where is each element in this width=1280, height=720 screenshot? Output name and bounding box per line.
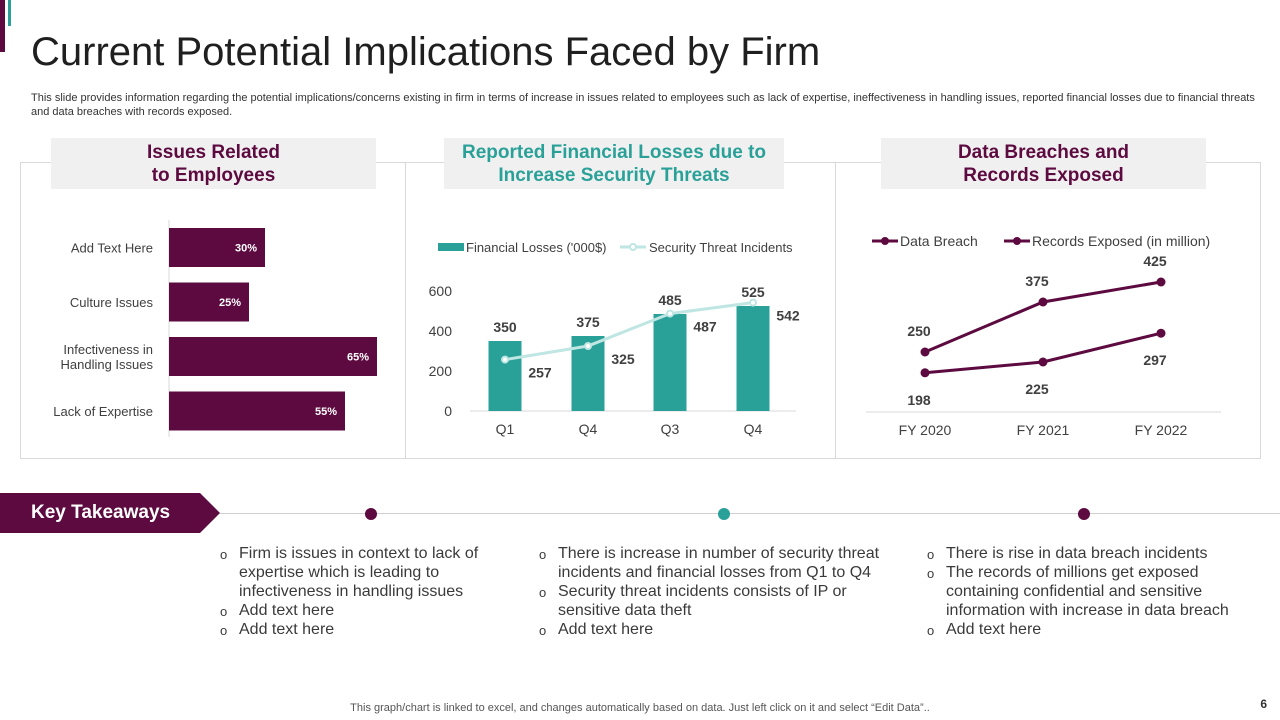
page-title: Current Potential Implications Faced by … xyxy=(31,30,821,74)
bar-value-label: 25% xyxy=(219,297,241,309)
y-tick-label: 0 xyxy=(444,403,452,419)
bar-value-label: 30% xyxy=(235,243,257,255)
takeaway-item: The records of millions get exposed cont… xyxy=(927,563,1247,620)
series-line-security-threats xyxy=(504,301,754,362)
timeline-dot-1 xyxy=(365,508,377,520)
line-value-label: 542 xyxy=(776,308,800,324)
takeaway-item: Add text here xyxy=(220,620,505,640)
bar-value-label: 350 xyxy=(493,319,517,335)
legend-label: Records Exposed (in million) xyxy=(1032,233,1210,249)
takeaway-item: Add text here xyxy=(539,620,894,640)
line-value-label: 325 xyxy=(611,351,635,367)
legend-marker xyxy=(1013,237,1021,245)
takeaway-item: Security threat incidents consists of IP… xyxy=(539,582,894,620)
bar-value-label: 55% xyxy=(315,406,337,418)
timeline-dot-2 xyxy=(718,508,730,520)
bar xyxy=(169,337,377,376)
line-point xyxy=(1038,297,1048,307)
legend-label-security-threats: Security Threat Incidents xyxy=(649,240,793,255)
takeaway-column-2: There is increase in number of security … xyxy=(539,544,894,640)
bar xyxy=(488,341,522,411)
accent-bar-secondary xyxy=(8,0,11,26)
line-value-label: 257 xyxy=(528,365,552,381)
accent-bar xyxy=(0,0,5,52)
category-label: Culture Issues xyxy=(70,295,154,310)
category-label: Handling Issues xyxy=(61,357,154,372)
bar-value-label: 375 xyxy=(576,314,600,330)
losses-panel-title: Reported Financial Losses due to Increas… xyxy=(444,138,784,189)
breaches-panel-title: Data Breaches and Records Exposed xyxy=(881,138,1206,189)
x-tick-label: FY 2020 xyxy=(899,422,952,438)
line-point xyxy=(749,298,757,307)
bar-value-label: 485 xyxy=(658,292,682,308)
takeaway-item: Add text here xyxy=(220,601,505,621)
page-subtitle: This slide provides information regardin… xyxy=(31,92,1255,118)
line-point xyxy=(666,309,674,318)
series-line xyxy=(924,331,1162,375)
category-label: Add Text Here xyxy=(71,241,153,256)
bar xyxy=(169,282,249,322)
line-point xyxy=(501,355,509,364)
employees-bar-chart: 30% Add Text Here 25% Culture Issues 65% Infe… xyxy=(53,220,377,437)
line-point xyxy=(1156,328,1166,338)
bar xyxy=(736,306,770,411)
category-label: Lack of Expertise xyxy=(53,404,153,419)
line-point xyxy=(920,368,930,378)
legend-label-financial-losses: Financial Losses ('000$) xyxy=(466,240,607,255)
takeaway-item: There is increase in number of security … xyxy=(539,544,894,582)
line-value-label: 198 xyxy=(907,392,931,408)
takeaway-column-1: Firm is issues in context to lack of exp… xyxy=(220,544,505,640)
key-takeaways-label: Key Takeaways xyxy=(31,502,171,523)
losses-combo-chart: Financial Losses ('000$) Security Threat … xyxy=(429,240,800,437)
legend-label: Data Breach xyxy=(900,233,978,249)
x-tick-label: FY 2022 xyxy=(1135,422,1188,438)
line-point xyxy=(1038,357,1048,367)
takeaway-item: Add text here xyxy=(927,620,1247,640)
line-value-label: 297 xyxy=(1143,352,1167,368)
category-label: Infectiveness in xyxy=(63,342,153,357)
takeaway-item: There is rise in data breach incidents xyxy=(927,544,1247,564)
line-value-label: 225 xyxy=(1025,381,1049,397)
x-tick-label: FY 2021 xyxy=(1017,422,1070,438)
y-tick-label: 600 xyxy=(429,283,453,299)
key-takeaways-banner xyxy=(0,493,220,533)
line-value-label: 250 xyxy=(907,323,931,339)
y-tick-label: 400 xyxy=(429,323,453,339)
x-tick-label: Q4 xyxy=(744,421,763,437)
page-number: 6 xyxy=(1260,697,1267,711)
line-point xyxy=(920,347,930,357)
bar-value-label: 525 xyxy=(741,284,765,300)
line-value-label: 425 xyxy=(1143,253,1167,269)
footer-note: This graph/chart is linked to excel, and… xyxy=(350,702,930,714)
legend-swatch-financial-losses xyxy=(438,243,464,251)
breaches-line-chart: Data Breach Records Exposed (in million) F… xyxy=(866,233,1221,438)
timeline-dot-3 xyxy=(1078,508,1090,520)
takeaway-column-3: There is rise in data breach incidents T… xyxy=(927,544,1247,640)
legend-marker-security-threats xyxy=(629,243,637,251)
line-point xyxy=(584,342,592,350)
legend-marker xyxy=(881,237,889,245)
x-tick-label: Q1 xyxy=(496,421,515,437)
employees-panel-title: Issues Related to Employees xyxy=(51,138,376,189)
bar xyxy=(653,314,687,411)
timeline-line xyxy=(220,513,1280,514)
line-value-label: 375 xyxy=(1025,273,1049,289)
bar-value-label: 65% xyxy=(347,352,369,364)
x-tick-label: Q3 xyxy=(661,421,680,437)
bar xyxy=(169,228,265,267)
line-value-label: 487 xyxy=(693,319,717,335)
y-tick-label: 200 xyxy=(429,363,453,379)
line-point xyxy=(1156,277,1166,287)
bar xyxy=(169,391,345,431)
x-tick-label: Q4 xyxy=(579,421,598,437)
takeaway-item: Firm is issues in context to lack of exp… xyxy=(220,544,505,601)
